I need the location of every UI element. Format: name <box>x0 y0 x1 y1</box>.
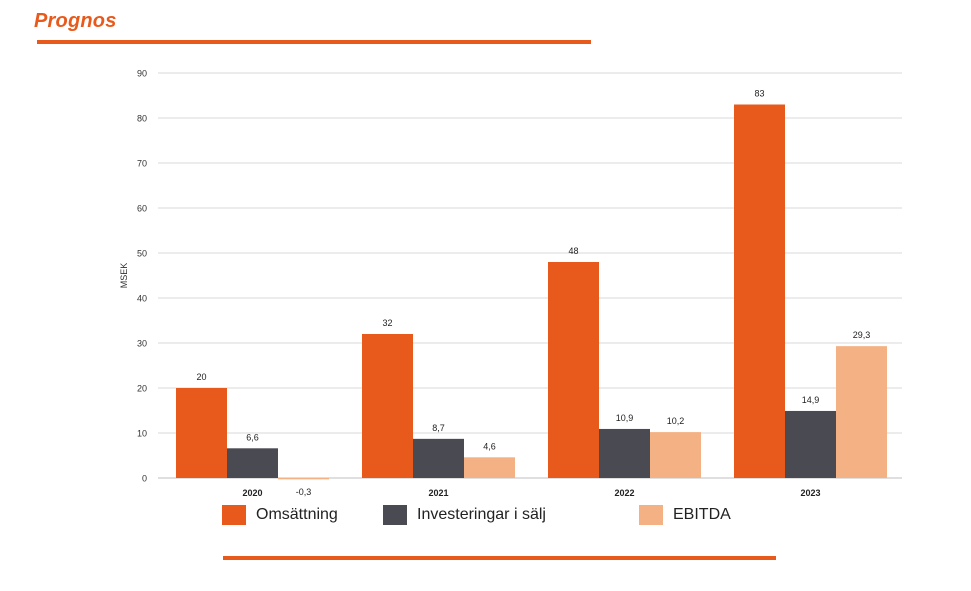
bar <box>599 428 650 478</box>
data-label: 6,6 <box>246 432 259 442</box>
legend-label: EBITDA <box>673 506 731 523</box>
chart-legend: Omsättning Investeringar i sälj EBITDA <box>0 505 971 529</box>
data-label: 83 <box>754 89 764 99</box>
data-label: 10,2 <box>667 416 685 426</box>
footer-rule <box>223 556 776 560</box>
data-label: 4,6 <box>483 441 496 451</box>
page-title: Prognos <box>34 10 117 32</box>
bar <box>785 410 836 478</box>
bar <box>362 334 413 478</box>
bar <box>650 432 701 478</box>
bar <box>413 438 464 478</box>
x-tick-label: 2020 <box>242 488 262 498</box>
bar <box>278 478 329 480</box>
y-axis-label: MSEK <box>119 263 129 289</box>
legend-label: Investeringar i sälj <box>417 506 546 523</box>
legend-swatch <box>639 505 663 525</box>
data-label: -0,3 <box>296 487 312 497</box>
data-label: 20 <box>196 372 206 382</box>
legend-item-ebitda: EBITDA <box>639 505 731 525</box>
y-tick-label: 10 <box>137 429 147 439</box>
data-label: 29,3 <box>853 330 871 340</box>
bar-chart: 0 10 20 30 40 50 60 70 80 90 MSEK 20 6,6 -0,3 2020 32 8,… <box>119 69 902 498</box>
bar <box>836 346 887 478</box>
y-tick-label: 80 <box>137 114 147 124</box>
y-tick-label: 60 <box>137 204 147 214</box>
y-tick-label: 0 <box>142 474 147 484</box>
legend-swatch <box>222 505 246 525</box>
data-label: 14,9 <box>802 395 820 405</box>
data-label: 8,7 <box>432 423 445 433</box>
legend-label: Omsättning <box>256 506 338 523</box>
y-tick-label: 50 <box>137 249 147 259</box>
x-tick-label: 2023 <box>800 488 820 498</box>
bar <box>548 262 599 478</box>
x-tick-label: 2022 <box>614 488 634 498</box>
bar <box>464 457 515 478</box>
title-underline <box>37 40 591 44</box>
y-tick-label: 30 <box>137 339 147 349</box>
legend-swatch <box>383 505 407 525</box>
data-label: 32 <box>382 318 392 328</box>
x-tick-label: 2021 <box>428 488 448 498</box>
data-label: 48 <box>568 246 578 256</box>
y-tick-label: 70 <box>137 159 147 169</box>
y-tick-label: 90 <box>137 69 147 79</box>
bar <box>734 104 785 478</box>
y-tick-label: 40 <box>137 294 147 304</box>
y-tick-label: 20 <box>137 384 147 394</box>
data-label: 10,9 <box>616 413 634 423</box>
legend-item-investeringar: Investeringar i sälj <box>383 505 546 525</box>
bar <box>227 448 278 478</box>
bar <box>176 388 227 478</box>
legend-item-omsattning: Omsättning <box>222 505 338 525</box>
